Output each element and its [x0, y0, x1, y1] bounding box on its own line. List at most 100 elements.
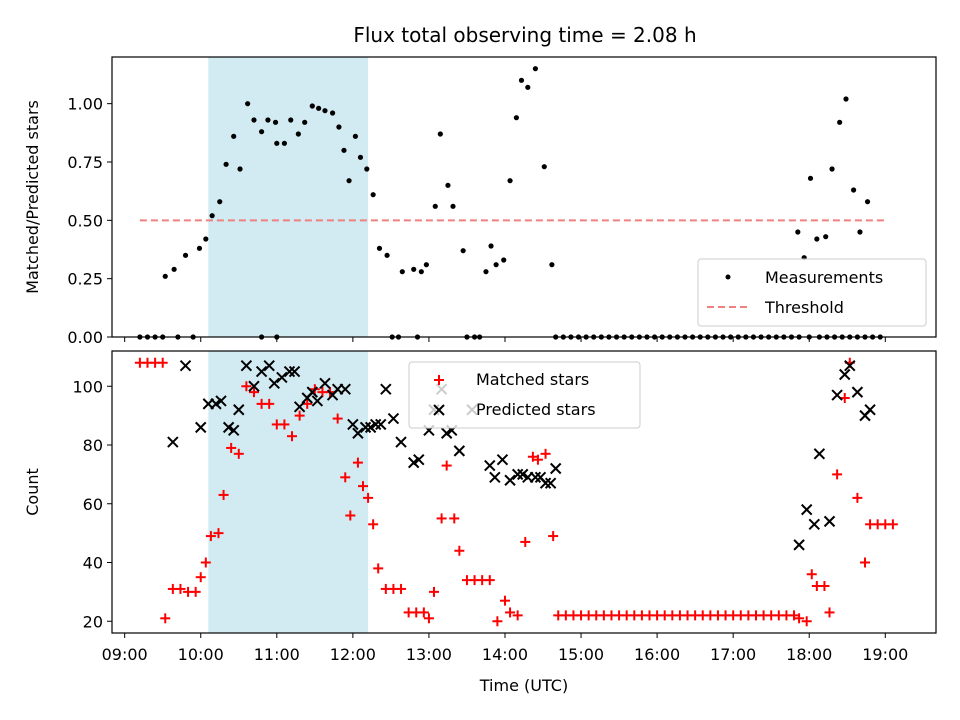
- matched-star-point: [352, 457, 363, 468]
- matched-star-point: [358, 481, 369, 492]
- x-tick-label: 13:00: [406, 645, 452, 664]
- predicted-star-point: [395, 436, 407, 448]
- predicted-star-point: [240, 359, 253, 372]
- measurement-point: [501, 257, 507, 263]
- matched-star-point: [794, 613, 805, 624]
- bot-y-tick-label: 100: [72, 377, 103, 396]
- predicted-star-point-b: [517, 468, 529, 481]
- predicted-star-point: [813, 448, 826, 460]
- predicted-star-point: [549, 462, 562, 475]
- measurement-point: [532, 66, 539, 72]
- measurement-point: [364, 166, 370, 172]
- predicted-star-point-b: [215, 395, 227, 407]
- matched-star-point: [852, 492, 863, 503]
- measurement-point: [357, 154, 364, 160]
- predicted-star-point-b: [549, 462, 562, 475]
- measurement-point: [329, 110, 336, 116]
- measurement-point: [258, 129, 265, 135]
- predicted-star-point: [793, 539, 805, 551]
- matched-star-point: [801, 616, 812, 627]
- bot-y-tick-label: 40: [83, 554, 103, 573]
- measurement-point: [316, 105, 322, 111]
- predicted-star-point-b: [864, 404, 876, 416]
- predicted-star-point: [851, 386, 864, 398]
- measurement-point: [245, 101, 251, 107]
- measurement-point: [549, 262, 555, 268]
- predicted-star-point: [823, 515, 836, 528]
- legend-measurements-label: Measurements: [765, 268, 883, 287]
- bot-y-tick-label: 80: [83, 436, 103, 455]
- legend-matched-stars-marker: [434, 375, 444, 385]
- predicted-star-point-b: [306, 386, 319, 398]
- measurement-point: [295, 131, 301, 137]
- predicted-star-point-b: [352, 427, 364, 439]
- predicted-star-point-b: [375, 418, 387, 431]
- measurement-point: [864, 199, 871, 205]
- predicted-star-point-b: [504, 474, 516, 486]
- measurement-point: [196, 245, 203, 251]
- measurement-point: [352, 133, 358, 139]
- top-axes-frame: [111, 56, 937, 338]
- matched-star-point: [248, 387, 259, 398]
- matched-star-point: [484, 575, 495, 586]
- predicted-star-point-b: [319, 377, 331, 390]
- matched-star-point: [436, 513, 447, 524]
- measurement-point: [795, 229, 801, 235]
- measurement-point: [488, 243, 494, 249]
- bot-y-tick-label: 60: [83, 495, 103, 514]
- predicted-star-point: [352, 427, 364, 439]
- measurement-point: [346, 178, 352, 184]
- predicted-star-point-b: [369, 418, 382, 431]
- matched-star-point: [512, 610, 523, 621]
- predicted-star-point-b: [839, 368, 851, 381]
- matched-star-point: [332, 413, 343, 424]
- predicted-star-point: [808, 518, 821, 531]
- predicted-star-point: [800, 503, 813, 516]
- predicted-star-point-b: [179, 359, 192, 372]
- predicted-star-point: [227, 424, 240, 437]
- legend-plus-glyph: [434, 375, 444, 385]
- measurement-point: [162, 273, 168, 279]
- predicted-star-point: [453, 445, 466, 457]
- matched-star-point: [540, 448, 551, 459]
- bot-shaded-interval: [208, 351, 369, 633]
- top-y-tick-label: 1.00: [67, 95, 103, 114]
- predicted-star-point: [504, 474, 516, 486]
- matched-star-point: [241, 381, 252, 392]
- legend-predicted-stars-label: Predicted stars: [476, 400, 596, 419]
- measurement-point: [823, 234, 829, 240]
- measurement-point: [541, 164, 547, 170]
- matched-star-point: [190, 586, 201, 597]
- x-tick-label: 09:00: [102, 645, 148, 664]
- matched-star-point: [218, 489, 229, 500]
- measurement-point: [341, 147, 347, 153]
- matched-star-point: [205, 531, 216, 542]
- legend-threshold-label: Threshold: [764, 298, 844, 317]
- matched-star-point: [527, 451, 538, 462]
- measurement-point: [483, 269, 489, 275]
- predicted-star-point-b: [831, 389, 843, 401]
- measurement-point: [493, 262, 499, 268]
- predicted-star-point-b: [263, 359, 275, 372]
- measurement-point: [450, 203, 456, 209]
- measurement-point: [460, 248, 466, 254]
- measurement-point: [423, 262, 429, 268]
- matched-star-point: [806, 569, 817, 580]
- measurement-point: [322, 108, 328, 114]
- measurement-point: [857, 229, 863, 235]
- matched-star-point: [213, 528, 224, 539]
- measurement-point: [445, 182, 451, 188]
- predicted-star-point-b: [288, 365, 301, 378]
- x-tick-label: 16:00: [634, 645, 680, 664]
- measurement-point: [209, 213, 215, 219]
- top-shaded-interval-layer: [208, 57, 369, 337]
- predicted-star-point: [306, 386, 319, 398]
- predicted-star-point: [387, 412, 400, 425]
- matched-star-point: [532, 454, 543, 465]
- predicted-star-point-b: [233, 404, 245, 416]
- matched-star-point: [373, 563, 384, 574]
- predicted-star-point-b: [484, 459, 496, 472]
- predicted-star-point-b: [195, 421, 207, 434]
- matched-star-point: [887, 519, 898, 530]
- predicted-star-point: [375, 418, 387, 431]
